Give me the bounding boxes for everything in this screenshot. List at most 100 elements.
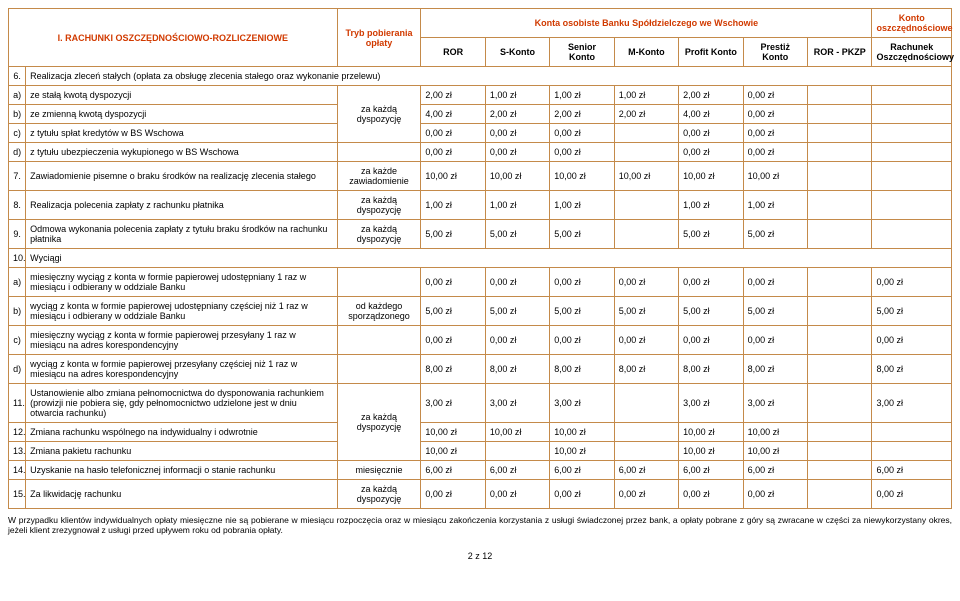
cell: [872, 124, 952, 143]
table-row: 12. Zmiana rachunku wspólnego na indywid…: [9, 423, 952, 442]
cell: [485, 442, 549, 461]
col-rorpkzp: ROR - PKZP: [808, 38, 872, 67]
section-title: I. RACHUNKI OSZCZĘDNOŚCIOWO-ROZLICZENIOW…: [9, 9, 338, 67]
mode-cell: za każdą dyspozycję: [337, 480, 421, 509]
cell: 5,00 zł: [485, 297, 549, 326]
mode-cell: za każdą dyspozycję: [337, 191, 421, 220]
cell: 10,00 zł: [743, 423, 807, 442]
cell: 0,00 zł: [550, 124, 614, 143]
cell: 8,00 zł: [872, 355, 952, 384]
cell: 0,00 zł: [614, 326, 678, 355]
cell: 6,00 zł: [743, 461, 807, 480]
table-row: a) ze stałą kwotą dyspozycji za każdą dy…: [9, 86, 952, 105]
group-savings: Konto oszczędnościowe: [872, 9, 952, 38]
cell: [808, 442, 872, 461]
row-num: c): [9, 326, 26, 355]
mode-cell: [337, 268, 421, 297]
cell: 5,00 zł: [743, 297, 807, 326]
cell: 8,00 zł: [485, 355, 549, 384]
cell: 5,00 zł: [550, 220, 614, 249]
table-row: c) z tytułu spłat kredytów w BS Wschowa …: [9, 124, 952, 143]
cell: 10,00 zł: [485, 423, 549, 442]
cell: 0,00 zł: [614, 268, 678, 297]
cell: 1,00 zł: [679, 191, 743, 220]
cell: [808, 124, 872, 143]
mode-cell: za każdą dyspozycję: [337, 220, 421, 249]
cell: 1,00 zł: [614, 86, 678, 105]
row-num: 13.: [9, 442, 26, 461]
cell: [808, 86, 872, 105]
cell: 10,00 zł: [679, 442, 743, 461]
table-row: b) wyciąg z konta w formie papierowej ud…: [9, 297, 952, 326]
cell: [614, 143, 678, 162]
mode-header: Tryb pobierania opłaty: [337, 9, 421, 67]
mode-cell: [337, 355, 421, 384]
cell: 2,00 zł: [550, 105, 614, 124]
cell: 5,00 zł: [743, 220, 807, 249]
group-personal: Konta osobiste Banku Spółdzielczego we W…: [421, 9, 872, 38]
row-num: b): [9, 105, 26, 124]
cell: 0,00 zł: [743, 86, 807, 105]
cell: 0,00 zł: [872, 480, 952, 509]
col-prestiz: Prestiż Konto: [743, 38, 807, 67]
cell: 2,00 zł: [679, 86, 743, 105]
col-rachunek: Rachunek Oszczędnościowy: [872, 38, 952, 67]
cell: [808, 480, 872, 509]
cell: 1,00 zł: [485, 191, 549, 220]
cell: [808, 384, 872, 423]
mode-cell: miesięcznie: [337, 461, 421, 480]
cell: [872, 423, 952, 442]
cell: 4,00 zł: [679, 105, 743, 124]
cell: 3,00 zł: [679, 384, 743, 423]
cell: [614, 124, 678, 143]
cell: 0,00 zł: [679, 480, 743, 509]
cell: 0,00 zł: [614, 480, 678, 509]
row-num: a): [9, 86, 26, 105]
cell: 5,00 zł: [872, 297, 952, 326]
row-num: 15.: [9, 480, 26, 509]
mode-cell: [337, 143, 421, 162]
page-number: 2 z 12: [8, 551, 952, 561]
row-desc: ze zmienną kwotą dyspozycji: [26, 105, 337, 124]
cell: 0,00 zł: [872, 268, 952, 297]
cell: 0,00 zł: [743, 105, 807, 124]
cell: 0,00 zł: [550, 326, 614, 355]
cell: [872, 162, 952, 191]
table-row: 11. Ustanowienie albo zmiana pełnomocnic…: [9, 384, 952, 423]
cell: 0,00 zł: [679, 124, 743, 143]
cell: [808, 143, 872, 162]
cell: 3,00 zł: [872, 384, 952, 423]
cell: [808, 105, 872, 124]
cell: [614, 384, 678, 423]
fee-table: I. RACHUNKI OSZCZĘDNOŚCIOWO-ROZLICZENIOW…: [8, 8, 952, 509]
cell: 0,00 zł: [421, 268, 485, 297]
cell: 10,00 zł: [485, 162, 549, 191]
cell: 6,00 zł: [872, 461, 952, 480]
cell: 5,00 zł: [614, 297, 678, 326]
row-desc: z tytułu ubezpieczenia wykupionego w BS …: [26, 143, 337, 162]
cell: 2,00 zł: [614, 105, 678, 124]
cell: [872, 105, 952, 124]
cell: 0,00 zł: [485, 268, 549, 297]
cell: 8,00 zł: [614, 355, 678, 384]
table-row: 14. Uzyskanie na hasło telefonicznej inf…: [9, 461, 952, 480]
cell: 10,00 zł: [743, 162, 807, 191]
mode-cell: za każde zawiadomienie: [337, 162, 421, 191]
cell: 5,00 zł: [421, 297, 485, 326]
row-num: d): [9, 355, 26, 384]
row-desc: Realizacja zleceń stałych (opłata za obs…: [26, 67, 952, 86]
cell: 1,00 zł: [550, 86, 614, 105]
cell: 10,00 zł: [743, 442, 807, 461]
table-row: 10. Wyciągi: [9, 249, 952, 268]
cell: 3,00 zł: [550, 384, 614, 423]
table-row: 13. Zmiana pakietu rachunku 10,00 zł 10,…: [9, 442, 952, 461]
row-desc: Za likwidację rachunku: [26, 480, 337, 509]
cell: 10,00 zł: [550, 423, 614, 442]
row-desc: Zmiana pakietu rachunku: [26, 442, 337, 461]
cell: 1,00 zł: [485, 86, 549, 105]
cell: [614, 423, 678, 442]
row-num: 7.: [9, 162, 26, 191]
row-num: 6.: [9, 67, 26, 86]
row-desc: Uzyskanie na hasło telefonicznej informa…: [26, 461, 337, 480]
cell: 3,00 zł: [421, 384, 485, 423]
